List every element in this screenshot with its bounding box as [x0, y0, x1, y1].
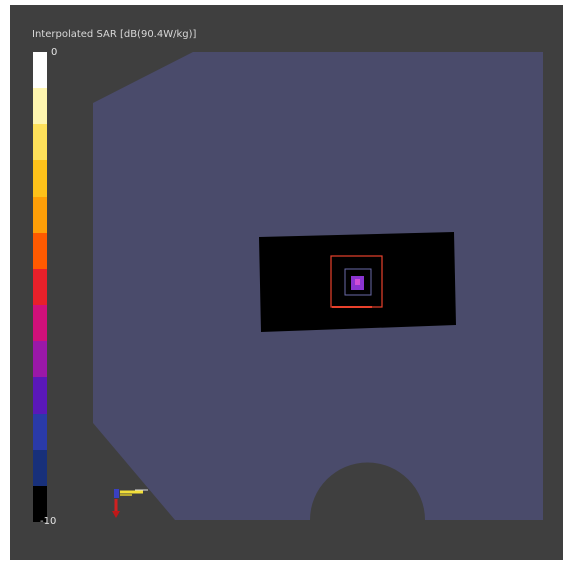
legend-color-segment [33, 485, 47, 523]
legend-color-segment [33, 52, 47, 89]
sar-scene [93, 52, 543, 520]
legend-color-segment [33, 449, 47, 486]
legend-max-label: 0 [51, 47, 58, 58]
legend-color-segment [33, 124, 47, 161]
sar-3d-view[interactable]: Interpolated SAR [dB(90.4W/kg)] 0 -10 [10, 5, 563, 560]
legend-color-segment [33, 377, 47, 414]
coordinate-axes-icon [112, 489, 148, 518]
legend-color-segment [33, 232, 47, 269]
zoom-scan-inner [344, 268, 372, 296]
sar-color-scale [33, 52, 47, 523]
legend-color-segment [33, 341, 47, 378]
legend-color-segment [33, 268, 47, 306]
legend-color-segment [33, 413, 47, 450]
legend-color-segment [33, 88, 47, 125]
legend-title: Interpolated SAR [dB(90.4W/kg)] [32, 29, 197, 40]
legend-color-segment [33, 160, 47, 197]
legend-color-segment [33, 196, 47, 233]
legend-color-segment [33, 305, 47, 342]
sar-hotspot-core [355, 279, 360, 285]
legend-min-label: -10 [40, 516, 57, 527]
